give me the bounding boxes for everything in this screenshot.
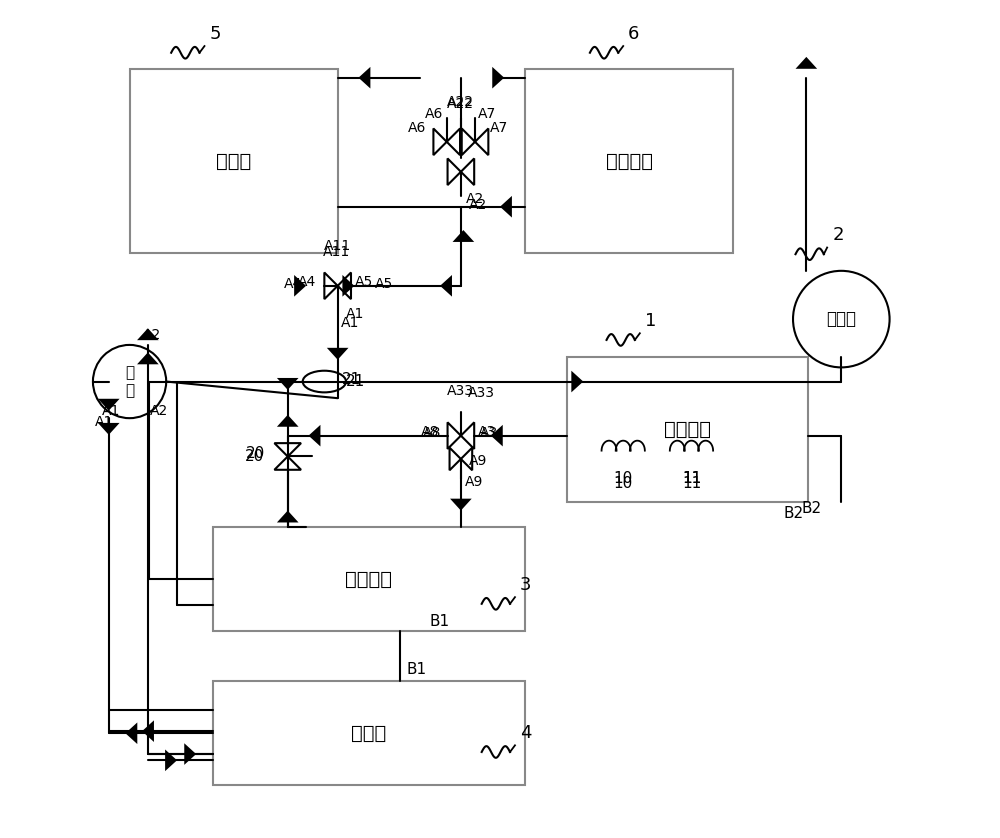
Circle shape [793,271,890,367]
Polygon shape [184,743,196,765]
Polygon shape [277,510,299,522]
Text: A1: A1 [346,307,364,321]
Text: 冷却塔: 冷却塔 [216,152,251,170]
Polygon shape [165,749,177,771]
Text: A8: A8 [423,427,442,440]
Text: A4: A4 [284,277,302,291]
Text: A2: A2 [143,328,161,342]
Text: A4: A4 [298,276,316,289]
Text: A2: A2 [150,404,169,417]
Text: 21: 21 [346,374,365,389]
Text: A33: A33 [468,386,495,400]
Text: B1: B1 [407,662,427,677]
Bar [525,70,733,252]
Text: A6: A6 [425,107,443,121]
Polygon shape [342,275,354,297]
Text: 11: 11 [682,476,701,490]
Polygon shape [98,423,120,435]
Text: 油冷却器: 油冷却器 [345,570,392,589]
Text: A9: A9 [465,475,483,489]
Polygon shape [450,499,472,510]
Text: B2: B2 [801,500,821,515]
Text: 1: 1 [645,312,656,330]
Bar [213,681,525,785]
Ellipse shape [303,370,346,392]
Polygon shape [358,67,370,89]
Text: 21: 21 [342,371,361,386]
Text: A2: A2 [469,199,487,212]
Text: 11: 11 [682,472,701,486]
Text: A11: A11 [324,239,351,252]
Text: A9: A9 [469,454,488,468]
Polygon shape [137,328,159,340]
Text: A2: A2 [466,192,484,206]
Bar [567,356,808,502]
Text: B1: B1 [429,613,449,628]
Polygon shape [492,67,504,89]
Text: A8: A8 [421,426,439,439]
Polygon shape [571,370,583,392]
Text: A11: A11 [323,246,350,259]
Polygon shape [294,275,306,297]
Polygon shape [137,353,159,365]
Text: A33: A33 [447,384,474,398]
Text: 4: 4 [520,724,531,742]
Text: 压缩机: 压缩机 [826,310,856,328]
Polygon shape [309,425,320,447]
Text: 10: 10 [614,476,633,490]
Text: 冷凝器: 冷凝器 [351,724,387,742]
Text: 5: 5 [209,25,221,43]
Text: 6: 6 [628,25,640,43]
Text: A1: A1 [341,317,359,330]
Polygon shape [327,348,348,360]
Text: A7: A7 [478,107,497,121]
Text: A5: A5 [375,277,393,291]
Text: 热回收筱: 热回收筱 [606,152,653,170]
Polygon shape [98,399,120,411]
Text: 10: 10 [614,472,633,486]
Polygon shape [500,196,512,218]
Text: B2: B2 [784,506,804,521]
Bar [213,527,525,631]
Text: A22: A22 [447,97,474,111]
Text: 11: 11 [682,471,701,485]
Polygon shape [796,57,817,69]
Polygon shape [453,230,474,242]
Text: 水
泵: 水 泵 [125,365,134,398]
Text: A1: A1 [95,415,113,429]
Text: 油分离器: 油分离器 [664,420,711,439]
Polygon shape [142,721,154,742]
Text: A6: A6 [408,122,427,135]
Text: 3: 3 [520,576,531,594]
Bar [130,70,338,252]
Text: 20: 20 [246,447,265,462]
Polygon shape [125,722,137,744]
Text: A3: A3 [480,427,498,440]
Text: A7: A7 [490,122,508,135]
Circle shape [93,345,166,418]
Text: A22: A22 [447,96,474,110]
Text: 20: 20 [245,449,264,464]
Text: A5: A5 [355,276,373,289]
Text: 2: 2 [832,226,844,244]
Text: A1: A1 [102,404,120,417]
Polygon shape [491,425,503,447]
Text: A3: A3 [478,426,497,439]
Polygon shape [277,415,299,427]
Polygon shape [440,275,452,297]
Polygon shape [277,378,299,390]
